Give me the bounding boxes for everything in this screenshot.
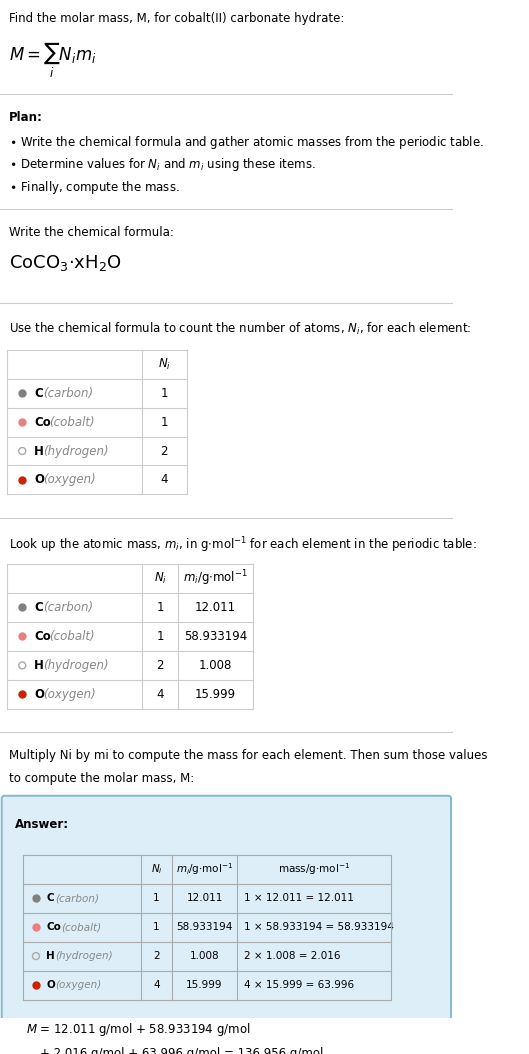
Text: 1 × 12.011 = 12.011: 1 × 12.011 = 12.011 [244, 893, 354, 903]
Point [32, 977, 40, 994]
Text: 4: 4 [153, 980, 160, 990]
Text: O: O [34, 688, 44, 701]
Text: 2 × 1.008 = 2.016: 2 × 1.008 = 2.016 [244, 951, 340, 961]
Point [18, 628, 26, 645]
Point [18, 599, 26, 616]
Text: 1.008: 1.008 [190, 951, 220, 961]
Text: O: O [46, 980, 55, 990]
Point [32, 919, 40, 936]
Text: 4: 4 [156, 688, 164, 701]
Text: (hydrogen): (hydrogen) [55, 951, 113, 961]
Text: (cobalt): (cobalt) [49, 630, 95, 643]
Point [18, 443, 26, 460]
Point [32, 948, 40, 964]
Text: + 2.016 g/mol + 63.996 g/mol = 136.956 g/mol: + 2.016 g/mol + 63.996 g/mol = 136.956 g… [40, 1047, 324, 1054]
Text: $m_i$/g$\cdot$mol$^{-1}$: $m_i$/g$\cdot$mol$^{-1}$ [176, 861, 233, 877]
Text: (cobalt): (cobalt) [61, 922, 101, 932]
Text: (hydrogen): (hydrogen) [43, 445, 108, 457]
Text: Co: Co [46, 922, 61, 932]
Text: Find the molar mass, M, for cobalt(II) carbonate hydrate:: Find the molar mass, M, for cobalt(II) c… [8, 12, 344, 24]
Text: 15.999: 15.999 [186, 980, 223, 990]
Text: Co: Co [34, 630, 51, 643]
Text: $\bullet$ Determine values for $N_i$ and $m_i$ using these items.: $\bullet$ Determine values for $N_i$ and… [8, 156, 315, 174]
Text: 1: 1 [156, 601, 164, 614]
Text: H: H [34, 445, 44, 457]
Text: (oxygen): (oxygen) [43, 473, 96, 487]
Text: Write the chemical formula:: Write the chemical formula: [8, 226, 174, 239]
Text: (carbon): (carbon) [43, 387, 93, 399]
Point [18, 413, 26, 430]
Text: 12.011: 12.011 [186, 893, 223, 903]
Text: Answer:: Answer: [15, 818, 69, 831]
Text: (oxygen): (oxygen) [43, 688, 96, 701]
Text: $m_i$/g$\cdot$mol$^{-1}$: $m_i$/g$\cdot$mol$^{-1}$ [184, 569, 248, 588]
Text: 58.933194: 58.933194 [184, 630, 247, 643]
Text: C: C [46, 893, 54, 903]
Text: C: C [34, 601, 43, 614]
Text: $N_i$: $N_i$ [158, 356, 171, 372]
Text: (cobalt): (cobalt) [49, 415, 95, 429]
Text: Multiply Ni by mi to compute the mass for each element. Then sum those values: Multiply Ni by mi to compute the mass fo… [8, 749, 487, 762]
Text: 4 × 15.999 = 63.996: 4 × 15.999 = 63.996 [244, 980, 354, 990]
Text: 1: 1 [153, 893, 160, 903]
Text: 1.008: 1.008 [199, 659, 232, 671]
Text: Plan:: Plan: [8, 111, 42, 124]
Text: $M = \sum_i N_i m_i$: $M = \sum_i N_i m_i$ [8, 40, 96, 80]
Text: O: O [34, 473, 44, 487]
Text: $\bullet$ Write the chemical formula and gather atomic masses from the periodic : $\bullet$ Write the chemical formula and… [8, 134, 484, 151]
FancyBboxPatch shape [2, 796, 451, 1054]
Text: 1: 1 [153, 922, 160, 932]
Text: $N_i$: $N_i$ [151, 862, 162, 876]
Text: 1: 1 [161, 415, 168, 429]
Text: to compute the molar mass, M:: to compute the molar mass, M: [8, 772, 194, 784]
Text: H: H [46, 951, 55, 961]
Text: $N_i$: $N_i$ [153, 571, 167, 586]
Text: $\mathrm{CoCO_3{\cdot}xH_2O}$: $\mathrm{CoCO_3{\cdot}xH_2O}$ [8, 253, 121, 273]
Point [18, 385, 26, 402]
Text: Look up the atomic mass, $m_i$, in g$\cdot$mol$^{-1}$ for each element in the pe: Look up the atomic mass, $m_i$, in g$\cd… [8, 535, 476, 554]
Text: (carbon): (carbon) [43, 601, 93, 614]
Text: Co: Co [34, 415, 51, 429]
Text: 1: 1 [156, 630, 164, 643]
Text: 1: 1 [161, 387, 168, 399]
Point [18, 471, 26, 488]
Text: H: H [34, 659, 44, 671]
Point [32, 890, 40, 906]
Point [18, 657, 26, 674]
Text: (oxygen): (oxygen) [55, 980, 101, 990]
Text: 4: 4 [161, 473, 168, 487]
Text: 2: 2 [153, 951, 160, 961]
Text: 58.933194: 58.933194 [176, 922, 233, 932]
Text: 12.011: 12.011 [195, 601, 236, 614]
Text: C: C [34, 387, 43, 399]
Text: mass/g$\cdot$mol$^{-1}$: mass/g$\cdot$mol$^{-1}$ [278, 861, 350, 877]
Text: Use the chemical formula to count the number of atoms, $N_i$, for each element:: Use the chemical formula to count the nu… [8, 320, 471, 336]
Text: (hydrogen): (hydrogen) [43, 659, 108, 671]
Text: 15.999: 15.999 [195, 688, 236, 701]
Text: 1 × 58.933194 = 58.933194: 1 × 58.933194 = 58.933194 [244, 922, 394, 932]
Text: $M$ = 12.011 g/mol + 58.933194 g/mol: $M$ = 12.011 g/mol + 58.933194 g/mol [26, 1020, 250, 1038]
Text: 2: 2 [156, 659, 164, 671]
Text: (carbon): (carbon) [55, 893, 99, 903]
Point [18, 686, 26, 703]
Text: $\bullet$ Finally, compute the mass.: $\bullet$ Finally, compute the mass. [8, 179, 179, 196]
Text: 2: 2 [161, 445, 168, 457]
